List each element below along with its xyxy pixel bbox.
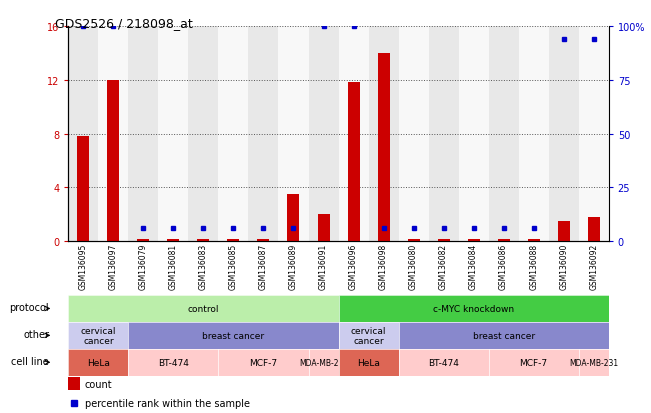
Bar [549, 27, 579, 242]
Text: breast cancer: breast cancer [473, 331, 534, 340]
Bar [249, 27, 279, 242]
Bar [98, 27, 128, 242]
Text: cervical
cancer: cervical cancer [351, 326, 386, 345]
Bar [497, 240, 510, 242]
Text: GDS2526 / 218098_at: GDS2526 / 218098_at [55, 17, 193, 29]
Bar [288, 195, 299, 242]
Bar [258, 240, 270, 242]
Bar [428, 27, 458, 242]
Text: cell line: cell line [12, 356, 49, 366]
Text: protocol: protocol [10, 302, 49, 312]
Bar [227, 240, 240, 242]
Bar [398, 27, 428, 242]
Bar [378, 54, 389, 242]
Bar [68, 27, 98, 242]
Bar [519, 27, 549, 242]
Bar [137, 240, 150, 242]
Bar [318, 215, 329, 242]
Text: MCF-7: MCF-7 [519, 358, 547, 367]
Bar [348, 83, 359, 242]
Bar [107, 81, 119, 242]
Text: cervical
cancer: cervical cancer [81, 326, 116, 345]
Bar [128, 27, 158, 242]
Bar [458, 27, 489, 242]
Bar [408, 240, 420, 242]
Text: percentile rank within the sample: percentile rank within the sample [85, 398, 249, 408]
Bar [588, 217, 600, 242]
Bar [68, 377, 80, 391]
Bar [158, 27, 188, 242]
Text: breast cancer: breast cancer [202, 331, 264, 340]
Bar [437, 240, 450, 242]
Text: MDA-MB-231: MDA-MB-231 [569, 358, 618, 367]
Text: BT-474: BT-474 [158, 358, 189, 367]
Bar [339, 27, 368, 242]
Bar [197, 240, 210, 242]
Text: HeLa: HeLa [357, 358, 380, 367]
Text: MCF-7: MCF-7 [249, 358, 277, 367]
Bar [528, 240, 540, 242]
Bar [188, 27, 219, 242]
Text: c-MYC knockdown: c-MYC knockdown [433, 304, 514, 313]
Bar [279, 27, 309, 242]
Text: BT-474: BT-474 [428, 358, 459, 367]
Text: control: control [187, 304, 219, 313]
Bar [579, 27, 609, 242]
Bar [167, 240, 180, 242]
Bar [219, 27, 249, 242]
Bar [467, 240, 480, 242]
Text: HeLa: HeLa [87, 358, 110, 367]
Bar [368, 27, 398, 242]
Text: count: count [85, 379, 112, 389]
Bar [558, 221, 570, 242]
Text: other: other [23, 329, 49, 339]
Bar [489, 27, 519, 242]
Text: MDA-MB-231: MDA-MB-231 [299, 358, 348, 367]
Bar [77, 137, 89, 242]
Bar [309, 27, 339, 242]
